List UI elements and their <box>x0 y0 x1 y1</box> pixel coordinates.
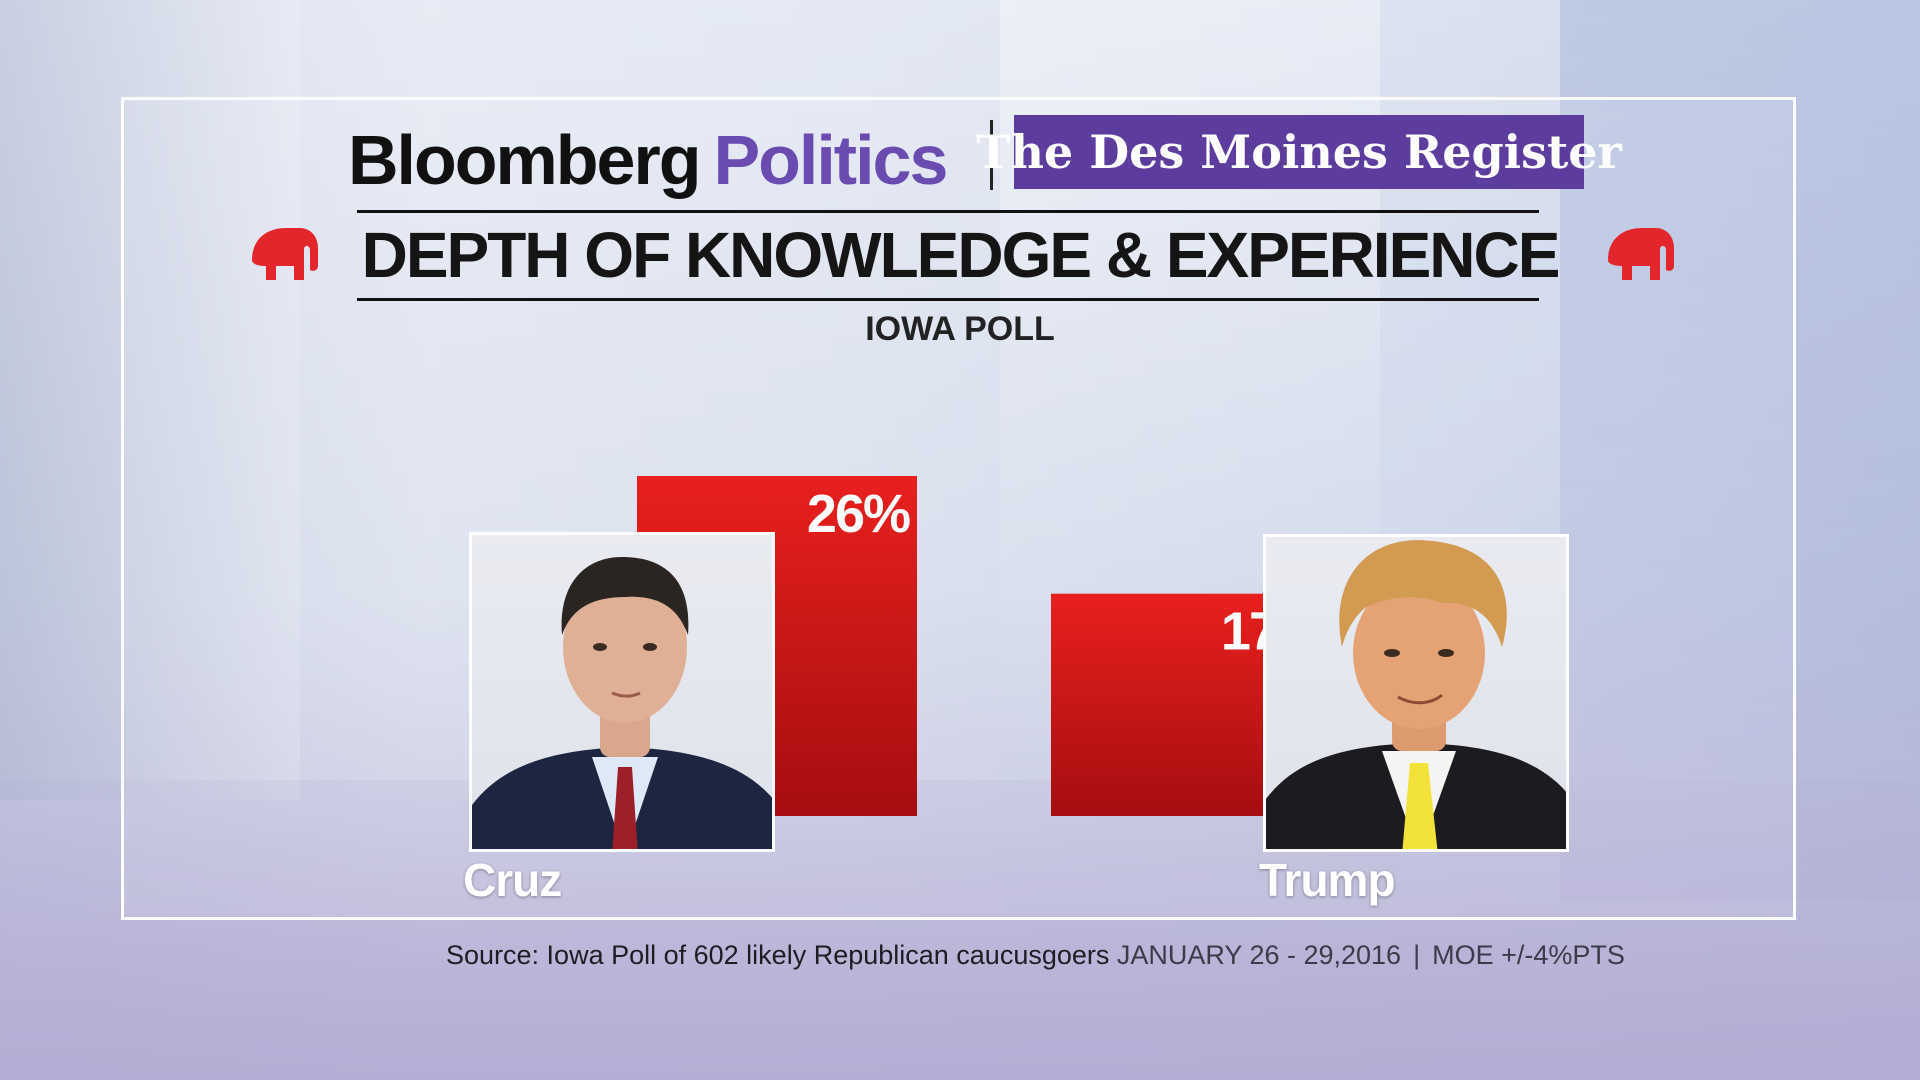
republican-elephant-icon <box>252 228 318 280</box>
chart-subtitle: IOWA POLL <box>865 310 1055 348</box>
cruz-portrait-illustration <box>472 557 772 849</box>
poll-dates: JANUARY 26 - 29,2016 <box>1116 940 1402 970</box>
title-rule-top <box>357 210 1539 213</box>
background-column-left <box>0 0 300 800</box>
logo-divider <box>990 120 993 190</box>
bar-label-cruz: 26% <box>807 484 910 544</box>
republican-elephant-icon <box>1608 228 1674 280</box>
trump-portrait-illustration <box>1266 540 1566 849</box>
cruz-portrait <box>469 532 775 852</box>
des-moines-register-logo: The Des Moines Register <box>976 115 1622 189</box>
bloomberg-politics-logo: Bloomberg Politics <box>348 120 948 200</box>
trump-portrait <box>1263 534 1569 852</box>
background-column-right <box>1560 0 1920 900</box>
candidate-name-cruz: Cruz <box>463 854 562 906</box>
background-floor <box>0 780 1920 1080</box>
brand-secondary: Politics <box>713 121 948 199</box>
footer-separator: | <box>1413 940 1421 970</box>
source-text: Source: Iowa Poll of 602 likely Republic… <box>446 940 1110 970</box>
brand-primary: Bloomberg <box>348 121 701 199</box>
logo-row: Bloomberg Politics The Des Moines Registe… <box>0 112 1920 199</box>
source-footnote: Source: Iowa Poll of 602 likely Republic… <box>446 940 1625 971</box>
title-rule-bottom <box>357 298 1539 301</box>
chart-title: DEPTH OF KNOWLEDGE & EXPERIENCE <box>361 219 1561 291</box>
margin-of-error: MOE +/-4%PTS <box>1432 940 1625 970</box>
candidate-name-trump: Trump <box>1259 854 1396 906</box>
